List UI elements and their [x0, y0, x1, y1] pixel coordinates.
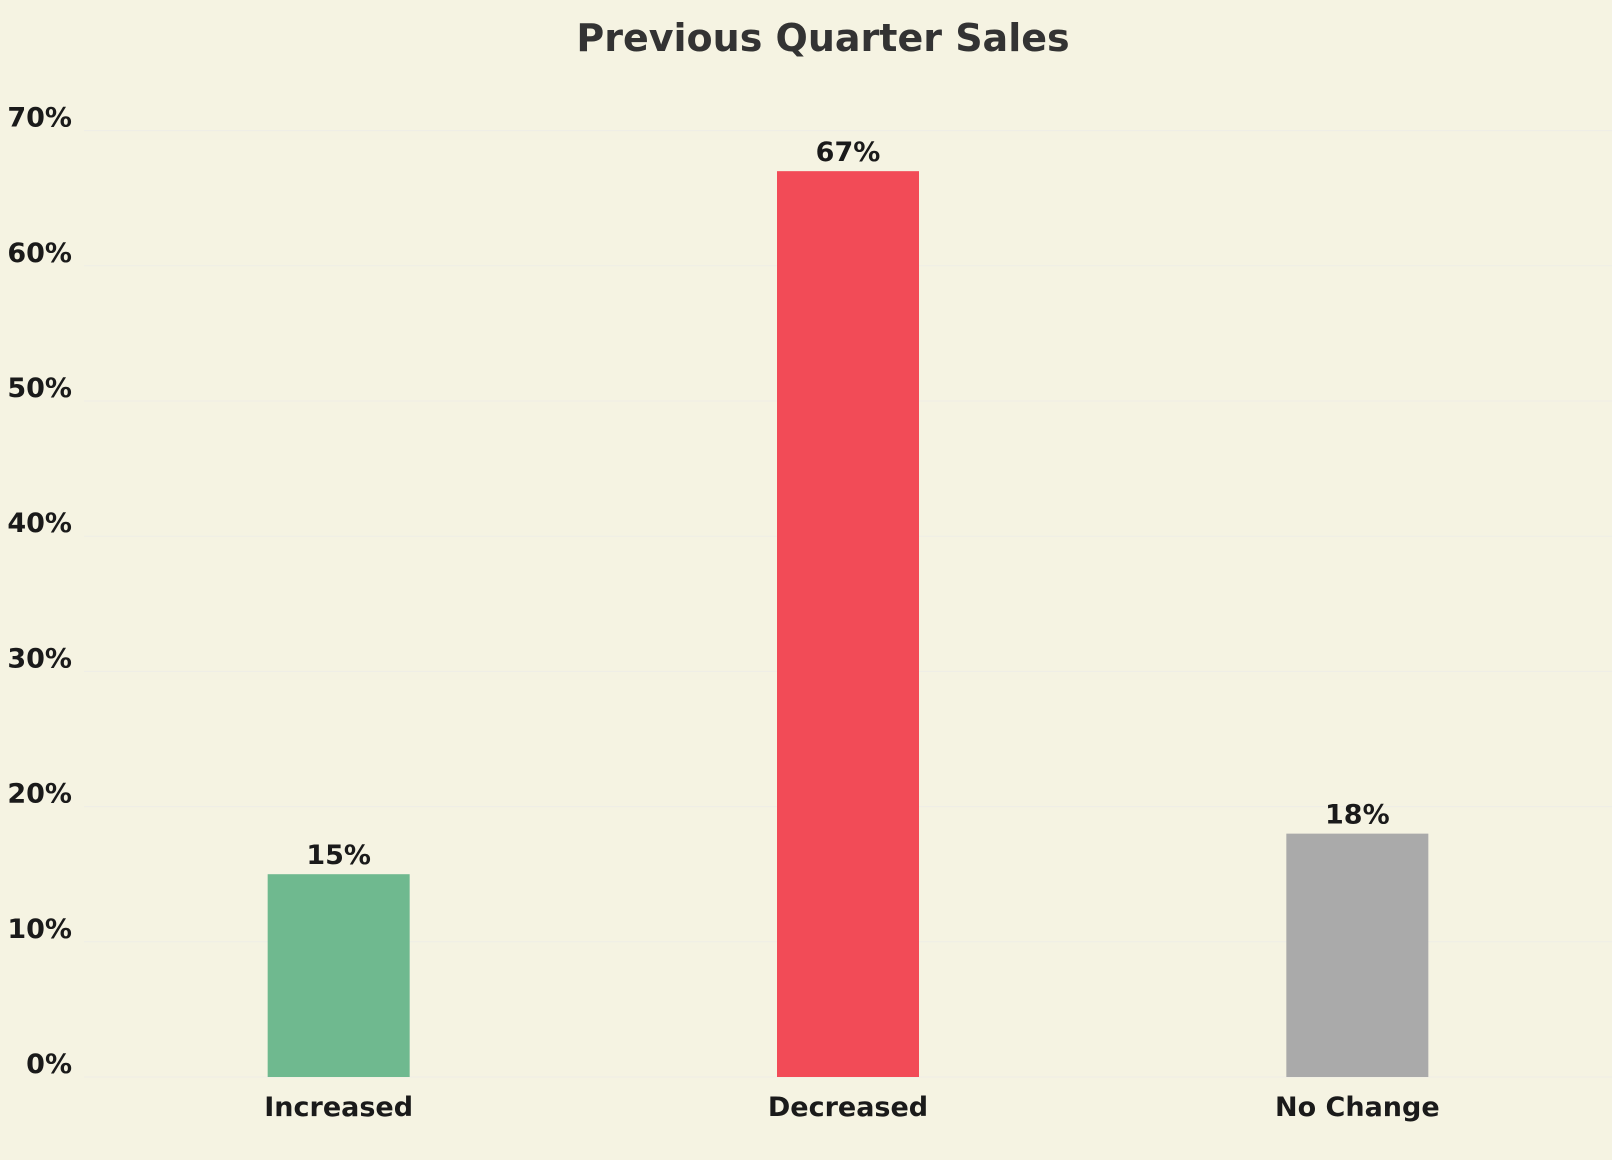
x-tick-label: Decreased: [768, 1092, 928, 1123]
y-tick-label: 0%: [26, 1049, 72, 1080]
bar-0: [267, 874, 410, 1077]
data-label: 15%: [306, 840, 371, 871]
y-tick-label: 20%: [7, 779, 72, 810]
x-axis-ticks: Increased Decreased No Change: [264, 1092, 1439, 1123]
y-tick-label: 30%: [7, 643, 72, 674]
x-tick-label: No Change: [1275, 1092, 1440, 1123]
bars: [267, 171, 1429, 1077]
y-tick-label: 10%: [7, 914, 72, 945]
data-label: 67%: [816, 137, 881, 168]
x-tick-label: Increased: [264, 1092, 413, 1123]
y-tick-label: 70%: [7, 103, 72, 134]
data-label: 18%: [1325, 800, 1390, 831]
data-labels: 15% 67% 18%: [306, 137, 1389, 871]
chart-title: Previous Quarter Sales: [576, 16, 1070, 60]
y-tick-label: 50%: [7, 373, 72, 404]
y-tick-label: 40%: [7, 508, 72, 539]
bar-2: [1286, 833, 1429, 1077]
y-tick-label: 60%: [7, 238, 72, 269]
y-axis-ticks: 0% 10% 20% 30% 40% 50% 60% 70%: [7, 103, 72, 1080]
bar-1: [777, 171, 919, 1077]
